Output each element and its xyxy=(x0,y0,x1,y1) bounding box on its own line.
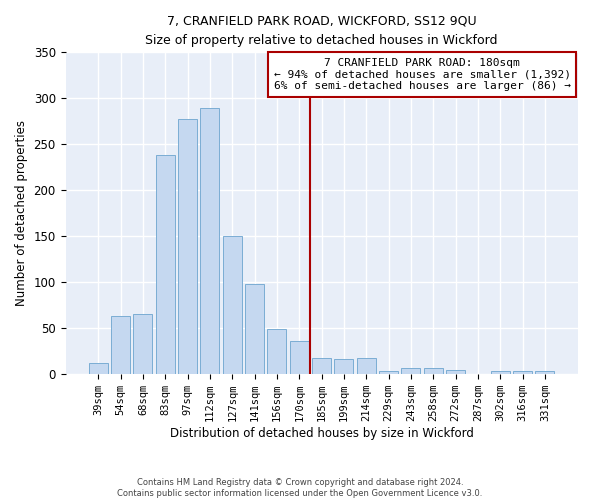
Bar xyxy=(379,370,398,374)
Bar xyxy=(401,368,421,374)
Bar xyxy=(446,370,465,374)
Text: Contains HM Land Registry data © Crown copyright and database right 2024.
Contai: Contains HM Land Registry data © Crown c… xyxy=(118,478,482,498)
Bar xyxy=(491,370,510,374)
Y-axis label: Number of detached properties: Number of detached properties xyxy=(15,120,28,306)
Title: 7, CRANFIELD PARK ROAD, WICKFORD, SS12 9QU
Size of property relative to detached: 7, CRANFIELD PARK ROAD, WICKFORD, SS12 9… xyxy=(145,15,498,47)
Bar xyxy=(424,368,443,374)
Bar xyxy=(334,358,353,374)
Bar xyxy=(312,358,331,374)
Bar xyxy=(156,156,175,374)
Text: 7 CRANFIELD PARK ROAD: 180sqm
← 94% of detached houses are smaller (1,392)
6% of: 7 CRANFIELD PARK ROAD: 180sqm ← 94% of d… xyxy=(274,58,571,91)
Bar xyxy=(245,284,264,374)
Bar xyxy=(268,329,286,374)
Bar xyxy=(200,108,220,374)
Bar xyxy=(513,370,532,374)
Bar xyxy=(133,314,152,374)
Bar xyxy=(535,372,554,374)
X-axis label: Distribution of detached houses by size in Wickford: Distribution of detached houses by size … xyxy=(170,427,473,440)
Bar xyxy=(357,358,376,374)
Bar xyxy=(178,120,197,374)
Bar xyxy=(223,236,242,374)
Bar xyxy=(290,341,309,374)
Bar xyxy=(89,363,108,374)
Bar xyxy=(111,316,130,374)
